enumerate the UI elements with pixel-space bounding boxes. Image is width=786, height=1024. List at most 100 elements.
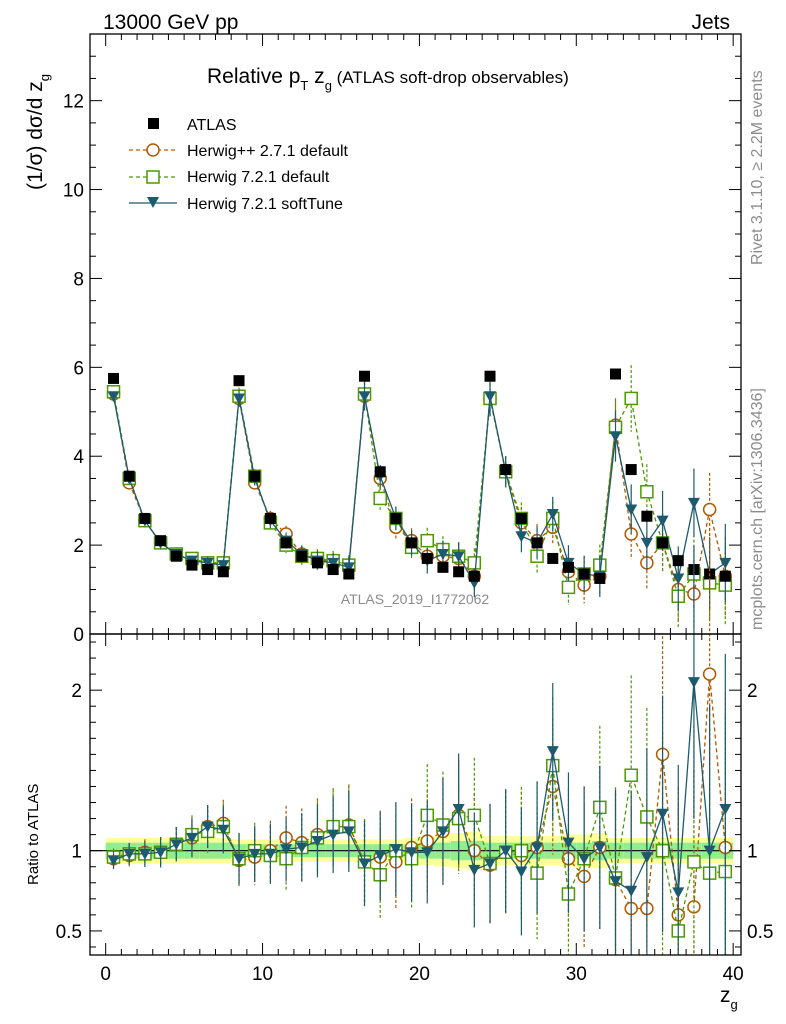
- point-softtune: [672, 887, 685, 899]
- point-softtune: [656, 515, 669, 527]
- point-atlas: [547, 552, 559, 564]
- point-softtune: [107, 391, 120, 403]
- x-tick-label: 40: [723, 964, 744, 985]
- point-atlas: [657, 537, 669, 549]
- main-y-tick-label: 4: [73, 447, 84, 468]
- point-atlas: [280, 537, 292, 549]
- point-softtune: [719, 557, 732, 569]
- point-atlas: [515, 512, 527, 524]
- point-softtune: [107, 855, 120, 867]
- point-softtune: [342, 826, 355, 838]
- point-softtune: [327, 829, 340, 841]
- point-softtune: [436, 549, 449, 560]
- header-left: 13000 GeV pp: [103, 11, 238, 34]
- point-softtune: [405, 847, 418, 859]
- point-atlas: [406, 537, 418, 549]
- point-softtune: [280, 844, 293, 856]
- point-softtune: [593, 842, 606, 854]
- point-softtune: [233, 393, 246, 405]
- series-line-softtune: [113, 682, 726, 893]
- point-atlas: [359, 370, 371, 382]
- point-atlas: [672, 555, 684, 567]
- point-atlas: [186, 559, 198, 571]
- point-herwig7: [561, 580, 576, 595]
- point-herwig7: [640, 485, 654, 499]
- ratio-y-tick-label: 0.5: [56, 922, 82, 943]
- header-right: Jets: [691, 11, 730, 34]
- point-softtune: [311, 836, 324, 848]
- main-y-tick-label: 0: [73, 625, 84, 646]
- point-atlas: [249, 470, 261, 482]
- point-softtune: [342, 562, 355, 574]
- point-softtune: [609, 876, 622, 888]
- ratio-y-label: Ratio to ATLAS: [25, 784, 42, 885]
- point-herwig7: [687, 855, 701, 869]
- point-atlas: [217, 566, 229, 578]
- ratio-y-tick-label-right: 0.5: [747, 922, 773, 943]
- main-y-tick-label: 6: [73, 358, 84, 379]
- point-atlas: [390, 512, 402, 524]
- point-herwig7: [467, 556, 482, 570]
- point-softtune: [484, 391, 497, 403]
- x-tick-label: 30: [566, 964, 587, 985]
- point-atlas: [578, 568, 590, 580]
- point-atlas: [500, 464, 512, 476]
- legend-label-atlas: ATLAS: [187, 117, 237, 134]
- point-softtune: [217, 560, 230, 572]
- point-atlas: [484, 370, 496, 382]
- mcplots-label: mcplots.cern.ch [arXiv:1306.3436]: [749, 388, 766, 630]
- point-softtune: [640, 852, 653, 864]
- point-herwig7: [420, 533, 435, 548]
- point-softtune: [515, 866, 528, 878]
- point-atlas: [123, 470, 135, 482]
- plot-title-paren: (ATLAS soft-drop observables): [332, 68, 569, 87]
- ratio-y-tick-label: 1: [71, 842, 82, 863]
- point-atlas: [155, 535, 167, 547]
- plot-title-main2: z: [308, 65, 324, 88]
- point-softtune: [138, 848, 151, 860]
- point-softtune: [687, 497, 700, 509]
- main-y-tick-label: 8: [73, 269, 84, 290]
- point-atlas: [170, 550, 182, 562]
- point-atlas: [374, 466, 386, 478]
- point-atlas: [562, 561, 574, 573]
- rivet-label: Rivet 3.1.10, ≥ 2.2M events: [749, 70, 766, 265]
- legend-marker-herwigpp: [146, 143, 160, 157]
- point-softtune: [672, 573, 685, 585]
- point-softtune: [358, 858, 371, 870]
- point-herwigpp: [702, 502, 717, 517]
- legend-marker-herwig7: [146, 170, 160, 184]
- analysis-label: ATLAS_2019_I1772062: [341, 591, 490, 607]
- series-line-herwigpp: [113, 674, 726, 916]
- point-softtune: [625, 885, 638, 897]
- point-softtune: [295, 842, 308, 854]
- point-softtune: [640, 537, 653, 549]
- point-atlas: [610, 368, 622, 380]
- point-softtune: [421, 847, 434, 859]
- main-y-label-text: (1/σ) dσ/d z: [24, 81, 47, 190]
- point-atlas: [343, 568, 355, 580]
- legend-marker-atlas: [148, 118, 159, 129]
- plot-title-main: Relative p: [207, 65, 300, 88]
- series-line-herwig7: [113, 765, 726, 932]
- point-softtune: [201, 821, 214, 833]
- point-softtune: [154, 847, 167, 859]
- point-atlas: [468, 570, 480, 582]
- ratio-y-tick-label-right: 1: [747, 842, 758, 863]
- point-atlas: [327, 564, 339, 576]
- point-atlas: [531, 537, 543, 549]
- point-atlas: [437, 561, 449, 573]
- legend-entry-herwig7: Herwig 7.2.1 default: [129, 169, 330, 186]
- x-axis-label: zg: [720, 984, 738, 1012]
- point-softtune: [327, 557, 340, 569]
- point-softtune: [719, 803, 732, 815]
- point-softtune: [248, 848, 261, 860]
- point-atlas: [311, 557, 323, 569]
- plot-title-sub-g: g: [325, 78, 332, 93]
- legend-entry-atlas: ATLAS: [148, 117, 237, 134]
- legend-entry-softtune: Herwig 7.2.1 softTune: [129, 196, 343, 213]
- point-softtune: [358, 391, 371, 403]
- ratio-panel: 0.5 0.5 1 1 2 2: [56, 528, 773, 956]
- point-softtune: [436, 826, 449, 838]
